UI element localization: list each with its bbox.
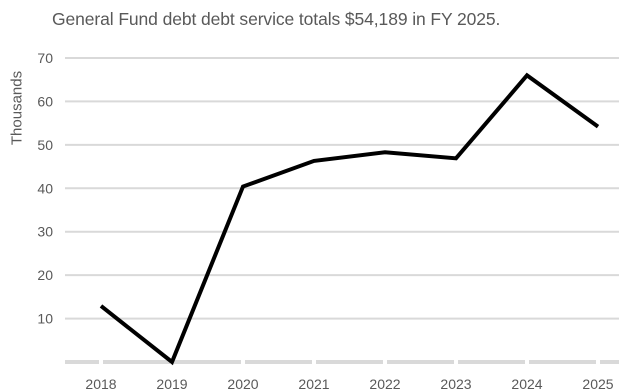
x-tick-label: 2022 (369, 376, 400, 392)
series-group (99, 72, 600, 366)
gridlines (65, 57, 619, 320)
chart-title: General Fund debt debt service totals $5… (52, 9, 501, 29)
y-tick-label: 70 (37, 50, 53, 66)
y-tick-label: 40 (37, 180, 53, 196)
x-tick-label: 2021 (298, 376, 329, 392)
x-tick-label: 2025 (582, 376, 613, 392)
x-axis-baseline (65, 359, 619, 365)
x-tick-label: 2020 (227, 376, 258, 392)
x-tick-label: 2018 (85, 376, 116, 392)
y-tick-label: 20 (37, 267, 53, 283)
y-axis-ticks: 10 20 30 40 50 60 70 (37, 50, 53, 327)
series-line (99, 72, 600, 366)
y-tick-label: 50 (37, 137, 53, 153)
x-tick-label: 2019 (156, 376, 187, 392)
y-tick-label: 60 (37, 93, 53, 109)
x-axis-ticks: 2018 2019 2020 2021 2022 2023 2024 2025 (85, 376, 613, 392)
y-tick-label: 30 (37, 224, 53, 240)
x-tick-label: 2024 (511, 376, 542, 392)
x-tick-label: 2023 (440, 376, 471, 392)
y-tick-label: 10 (37, 311, 53, 327)
